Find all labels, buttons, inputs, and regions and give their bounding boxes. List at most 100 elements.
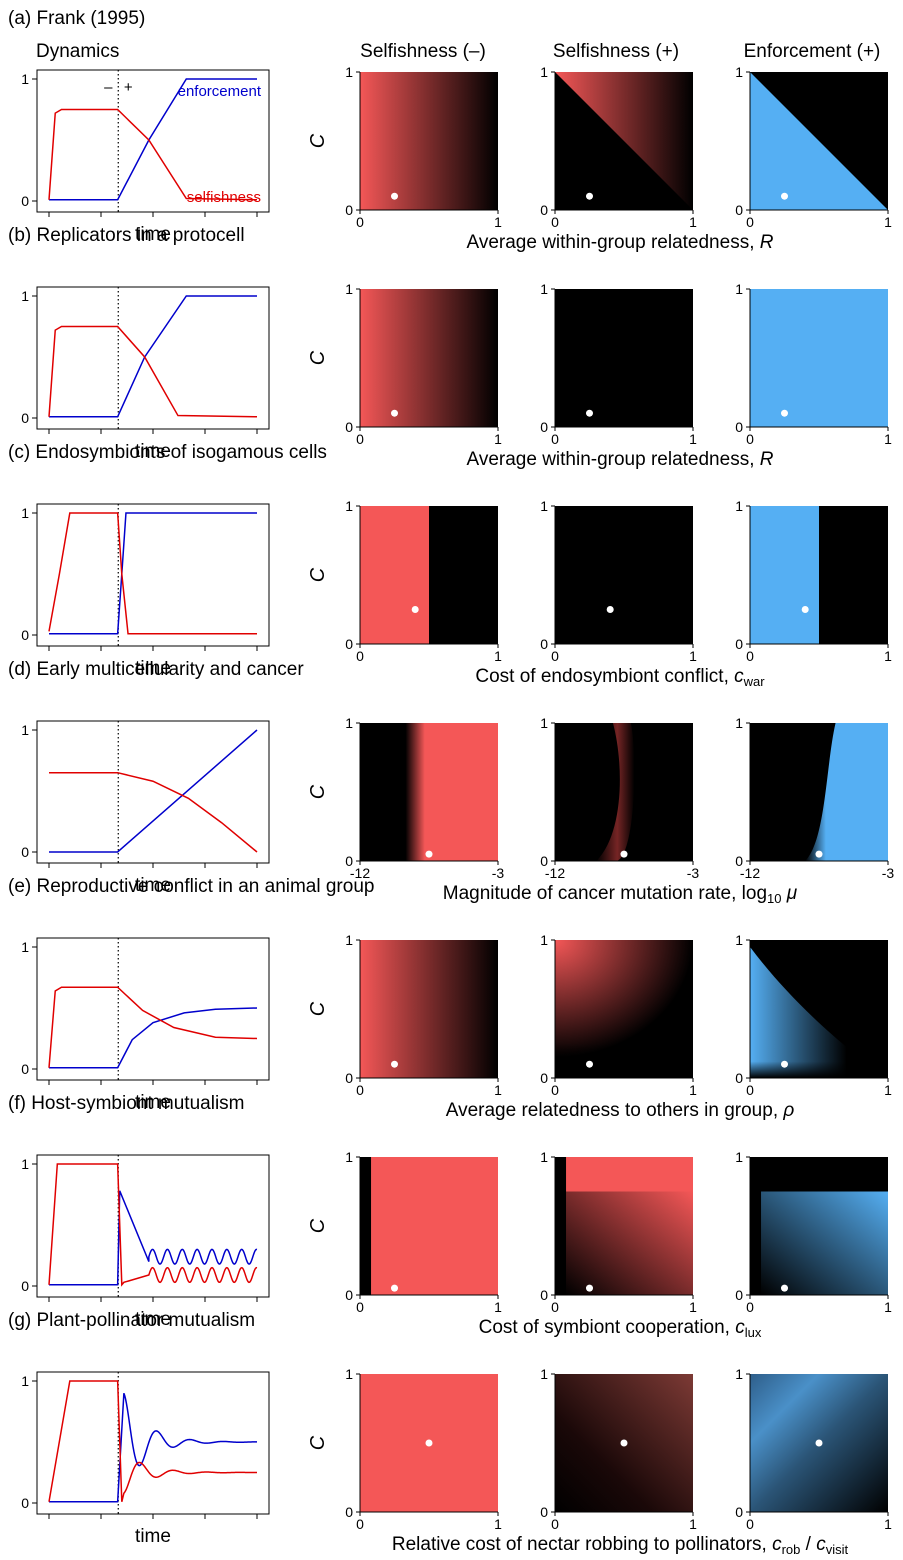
heatmap-y-tick-label: 0 bbox=[735, 1070, 743, 1086]
dynamics-frame bbox=[36, 1154, 270, 1298]
heatmap-x-tick-label: 1 bbox=[494, 431, 502, 447]
heatmap-y-tick-label: 0 bbox=[735, 1504, 743, 1520]
x-axis-label-part: rob bbox=[782, 1542, 801, 1557]
c-axis-label: C bbox=[307, 567, 329, 582]
parameter-point bbox=[586, 1060, 593, 1068]
heatmap-region bbox=[566, 1191, 693, 1295]
heatmap-region bbox=[750, 289, 888, 427]
heatmap-y-tick-label: 1 bbox=[735, 64, 743, 80]
selfishness-line-label: selfishness bbox=[187, 189, 261, 206]
dynamics-frame bbox=[36, 720, 270, 864]
heatmap-background bbox=[555, 506, 693, 644]
time-axis-label: time bbox=[135, 224, 171, 245]
heatmap-x-tick-label: 1 bbox=[689, 1299, 697, 1315]
dynamics-y-tick-label: 0 bbox=[21, 1495, 29, 1511]
dynamics-y-tick-label: 1 bbox=[21, 939, 29, 955]
x-axis-label-part: Relative cost of nectar robbing to polli… bbox=[392, 1534, 772, 1555]
dynamics-y-tick-label: 1 bbox=[21, 1156, 29, 1172]
heatmap-y-tick-label: 0 bbox=[345, 636, 353, 652]
x-axis-label-part: ρ bbox=[782, 1100, 794, 1121]
heatmap-y-tick-label: 0 bbox=[735, 636, 743, 652]
phase-minus-label: – bbox=[104, 79, 113, 96]
heatmap-region bbox=[566, 1157, 693, 1192]
heatmap-x-tick-label: 1 bbox=[689, 648, 697, 664]
heatmap-x-tick-label: -12 bbox=[740, 865, 760, 881]
panel-row-c: (c) Endosymbionts of isogamous cells 0 1 ti… bbox=[8, 442, 892, 689]
x-axis-label-part: Average within-group relatedness, bbox=[466, 232, 759, 253]
x-axis-label-part: c bbox=[816, 1534, 826, 1555]
heatmap-x-tick-label: 1 bbox=[494, 214, 502, 230]
c-axis-label: C bbox=[307, 1435, 329, 1450]
dynamics-y-tick-label: 0 bbox=[21, 193, 29, 209]
heatmap-selfishness-minus: 1 00 1 bbox=[345, 64, 502, 230]
heatmap-region bbox=[750, 1061, 888, 1078]
heatmap-x-tick-label: -3 bbox=[492, 865, 505, 881]
heatmap-y-tick-label: 1 bbox=[735, 281, 743, 297]
parameter-point bbox=[586, 409, 593, 417]
heatmap-x-tick-label: 0 bbox=[746, 214, 754, 230]
x-axis-label-part: c bbox=[734, 666, 744, 687]
enforcement-dynamics-line bbox=[49, 1392, 258, 1503]
heatmap-y-tick-label: 1 bbox=[735, 932, 743, 948]
x-axis-label: Magnitude of cancer mutation rate, log10… bbox=[443, 883, 798, 906]
time-axis-label: time bbox=[135, 1092, 171, 1113]
enforcement-dynamics-line bbox=[49, 729, 258, 853]
parameter-point bbox=[781, 409, 788, 417]
parameter-point bbox=[620, 1439, 628, 1447]
heatmap-x-tick-label: 0 bbox=[356, 1082, 364, 1098]
column-header-dynamics: Dynamics bbox=[36, 41, 119, 62]
row-title: (c) Endosymbionts of isogamous cells bbox=[8, 442, 327, 463]
heatmap-x-tick-label: -3 bbox=[882, 865, 895, 881]
heatmap-selfishness-plus: 1 00 1 bbox=[540, 498, 697, 664]
heatmap-y-tick-label: 0 bbox=[345, 1504, 353, 1520]
heatmap-y-tick-label: 1 bbox=[540, 281, 548, 297]
heatmap-region bbox=[805, 723, 888, 861]
heatmap-enforcement-plus: 1 00 1 bbox=[735, 1366, 892, 1532]
selfishness-dynamics-line bbox=[48, 108, 258, 201]
x-axis-label-part: Cost of endosymbiont conflict, bbox=[475, 666, 734, 687]
selfishness-dynamics-line bbox=[48, 512, 257, 635]
time-axis-label: time bbox=[135, 1526, 171, 1547]
heatmap-x-tick-label: 1 bbox=[689, 1516, 697, 1532]
heatmap-y-tick-label: 1 bbox=[540, 1149, 548, 1165]
x-axis-label-part: μ bbox=[782, 883, 798, 904]
row-title: (b) Replicators in a protocell bbox=[8, 225, 245, 246]
c-axis-label: C bbox=[307, 784, 329, 799]
dynamics-frame bbox=[36, 286, 270, 430]
enforcement-dynamics-line bbox=[49, 1190, 258, 1286]
heatmap-x-tick-label: 1 bbox=[884, 1082, 892, 1098]
x-axis-label-part: c bbox=[772, 1534, 782, 1555]
selfishness-dynamics-line bbox=[49, 771, 258, 853]
heatmap-region bbox=[360, 72, 498, 210]
heatmap-x-tick-label: 1 bbox=[884, 431, 892, 447]
parameter-point bbox=[391, 1284, 398, 1292]
parameter-point bbox=[425, 850, 433, 858]
heatmap-y-tick-label: 0 bbox=[540, 419, 548, 435]
heatmap-selfishness-plus: 1 00 1 bbox=[540, 932, 697, 1098]
x-axis-label-part: R bbox=[760, 232, 774, 253]
heatmap-x-tick-label: 0 bbox=[551, 1516, 559, 1532]
dynamics-y-tick-label: 1 bbox=[21, 71, 29, 87]
heatmap-selfishness-minus: 1 00 1 bbox=[345, 1366, 502, 1532]
heatmap-x-tick-label: 1 bbox=[494, 1082, 502, 1098]
heatmap-y-tick-label: 0 bbox=[345, 202, 353, 218]
heatmap-x-tick-label: 1 bbox=[884, 1516, 892, 1532]
parameter-point bbox=[391, 1060, 398, 1068]
parameter-point bbox=[781, 192, 788, 200]
c-axis-label: C bbox=[307, 1001, 329, 1016]
selfishness-dynamics-line bbox=[48, 325, 258, 418]
heatmap-enforcement-plus: 1 00 1 bbox=[735, 281, 892, 447]
heatmap-x-tick-label: 0 bbox=[356, 1299, 364, 1315]
heatmap-selfishness-plus: 1 00 1 bbox=[540, 281, 697, 447]
heatmap-y-tick-label: 1 bbox=[345, 1366, 353, 1382]
x-axis-label-part: visit bbox=[826, 1542, 849, 1557]
heatmap-y-tick-label: 0 bbox=[540, 853, 548, 869]
heatmap-x-tick-label: 1 bbox=[689, 214, 697, 230]
heatmap-selfishness-minus: 1 00 1 bbox=[345, 281, 502, 447]
dynamics-y-tick-label: 1 bbox=[21, 505, 29, 521]
parameter-point bbox=[815, 850, 823, 858]
heatmap-y-tick-label: 1 bbox=[345, 932, 353, 948]
row-title: (f) Host-symbiont mutualism bbox=[8, 1093, 245, 1114]
